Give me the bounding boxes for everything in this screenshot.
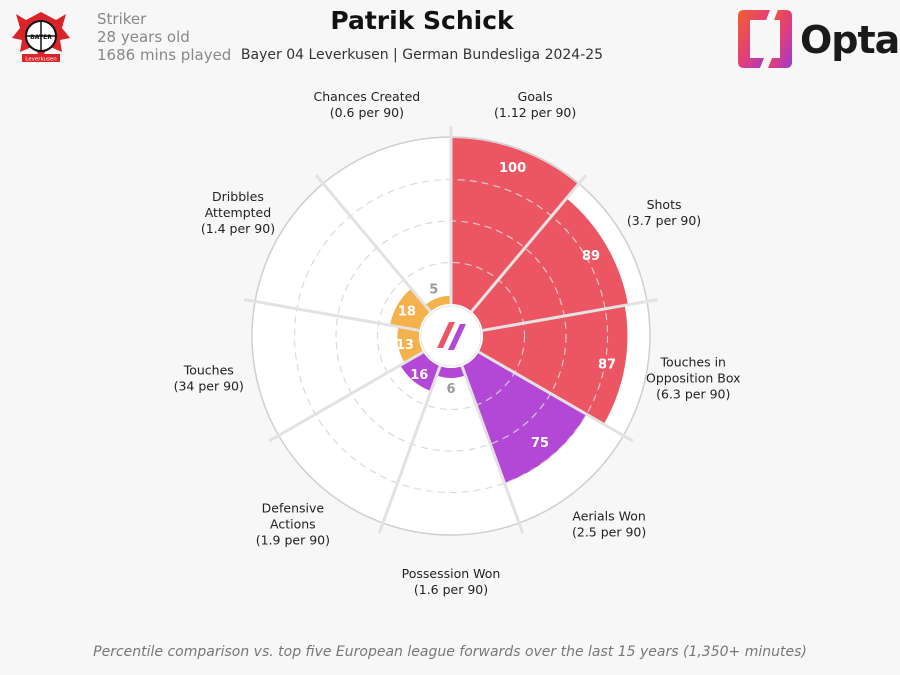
category-label-text: (2.5 per 90) [572, 524, 646, 539]
category-label-text: Aerials Won [572, 508, 645, 523]
opta-logo: Opta [734, 6, 900, 72]
player-position: Striker [97, 10, 147, 28]
category-label-text: Dribbles [212, 189, 264, 204]
player-info: Striker 28 years old 1686 mins played [97, 10, 231, 64]
category-label-text: Chances Created [313, 89, 420, 104]
category-label-text: Possession Won [402, 566, 501, 581]
category-label-text: Touches [183, 363, 234, 378]
player-name: Patrik Schick [330, 6, 514, 35]
category-label-text: (1.6 per 90) [414, 582, 488, 597]
value-label-9: 5 [429, 283, 438, 298]
category-label-4: Aerials Won(2.5 per 90) [572, 508, 646, 539]
footer-note: Percentile comparison vs. top five Europ… [93, 644, 807, 660]
category-label-text: (6.3 per 90) [656, 387, 730, 402]
category-label-text: Defensive [262, 500, 325, 515]
category-label-text: Goals [518, 89, 553, 104]
value-label-5: 6 [446, 382, 455, 397]
category-label-2: Shots(3.7 per 90) [627, 197, 701, 228]
center-circle [420, 305, 482, 367]
value-label-8: 18 [398, 305, 416, 320]
value-label-4: 75 [531, 436, 549, 451]
category-label-9: Chances Created(0.6 per 90) [313, 89, 420, 120]
category-label-text: Shots [647, 197, 682, 212]
wedge-1 [451, 138, 579, 312]
wedge-6 [400, 352, 441, 392]
category-label-text: (0.6 per 90) [330, 105, 404, 120]
wedge-8 [390, 288, 431, 331]
category-label-7: Touches(34 per 90) [174, 363, 244, 394]
opta-wordmark: Opta [800, 18, 900, 62]
spoke-7 [268, 350, 425, 443]
center-logo-stroke-2 [448, 324, 466, 350]
wedge-7 [397, 326, 424, 363]
gridline-1 [376, 261, 526, 411]
spoke-6 [377, 365, 442, 534]
category-label-text: Actions [270, 516, 316, 531]
category-label-text: (1.4 per 90) [201, 221, 275, 236]
category-label-text: (3.7 per 90) [627, 213, 701, 228]
spoke-2 [470, 174, 588, 313]
spoke-8 [243, 298, 420, 332]
value-label-7: 13 [396, 338, 414, 353]
value-label-1: 100 [499, 161, 526, 176]
category-label-1: Goals(1.12 per 90) [494, 89, 576, 120]
player-minutes: 1686 mins played [97, 46, 232, 64]
category-label-text: Touches in [660, 355, 726, 370]
chart-subtitle: Bayer 04 Leverkusen | German Bundesliga … [240, 47, 604, 63]
category-label-text: (34 per 90) [174, 379, 244, 394]
opta-logo-mark [738, 10, 792, 68]
svg-text:BAYER: BAYER [30, 34, 52, 41]
category-label-text: Attempted [205, 205, 271, 220]
value-label-6: 16 [410, 368, 428, 383]
spoke-9 [314, 174, 432, 313]
value-label-2: 89 [582, 249, 600, 264]
wedge-5 [436, 366, 466, 378]
spoke-5 [460, 365, 525, 534]
value-label-3: 87 [598, 358, 616, 373]
wedge-3 [478, 305, 628, 425]
category-label-text: (1.9 per 90) [256, 532, 330, 547]
spoke-4 [477, 350, 634, 443]
category-label-text: (1.12 per 90) [494, 105, 576, 120]
category-label-5: Possession Won(1.6 per 90) [402, 566, 501, 597]
club-badge: BAYER Leverkusen [12, 12, 70, 63]
center-logo-stroke-1 [437, 322, 455, 348]
category-label-text: Opposition Box [646, 371, 741, 386]
player-age: 28 years old [97, 28, 190, 46]
spoke-3 [482, 298, 659, 332]
wedge-9 [425, 295, 451, 312]
wedge-2 [471, 198, 629, 331]
svg-text:Leverkusen: Leverkusen [25, 57, 57, 63]
